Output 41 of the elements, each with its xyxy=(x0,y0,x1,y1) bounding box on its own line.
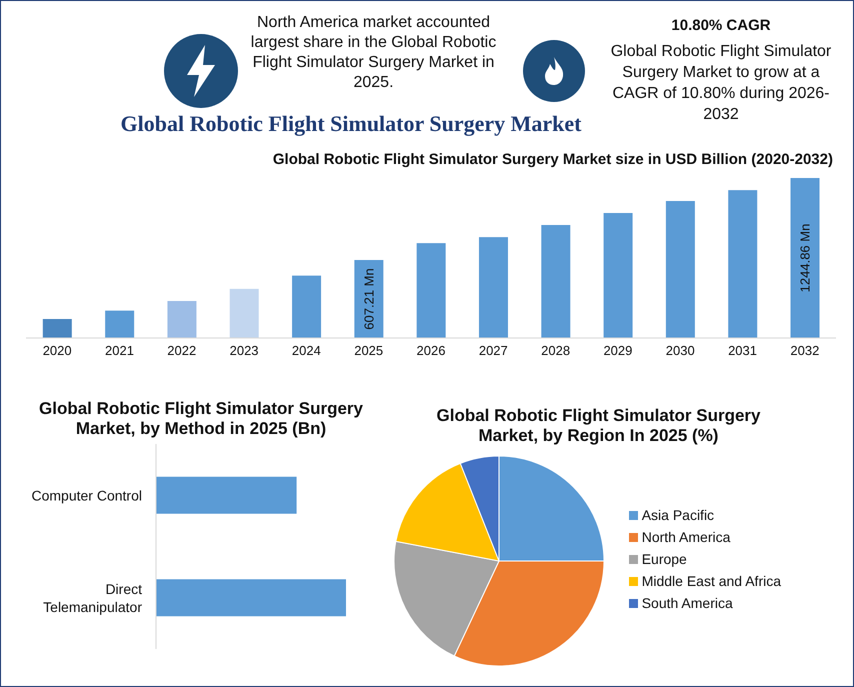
text: 10.80% CAGR xyxy=(670,17,772,34)
x-tick-label: 2026 xyxy=(416,343,446,358)
y-tick-label: Computer Control xyxy=(32,487,142,504)
legend-label: Middle East and Africa xyxy=(642,572,781,588)
bar xyxy=(604,212,633,338)
chart-title: Global Robotic Flight Simulator Surgery Market size in USD Billion (2020-2032) xyxy=(272,151,834,168)
legend-label: Europe xyxy=(642,550,687,566)
x-tick-label: 2028 xyxy=(541,343,570,358)
bar xyxy=(42,318,72,338)
bar xyxy=(666,200,695,338)
x-tick-label: 2032 xyxy=(790,343,820,358)
legend-label: South America xyxy=(642,594,733,610)
text: Global Robotic Flight Simulator Surgery Market xyxy=(120,111,582,137)
text: North America market accounted largest share in the Global Robotic Flight Simulator Surgery Market in 2025. xyxy=(250,13,498,93)
bar xyxy=(230,288,259,338)
bar xyxy=(790,178,820,338)
legend-label: Asia Pacific xyxy=(642,506,714,522)
x-tick-label: 2020 xyxy=(42,343,72,358)
x-tick-label: 2024 xyxy=(292,343,321,358)
data-label: 607.21 Mn xyxy=(361,268,376,330)
bar xyxy=(105,310,134,338)
x-tick-label: 2031 xyxy=(728,343,757,358)
x-tick-label: 2027 xyxy=(478,343,508,358)
x-tick-label: 2021 xyxy=(105,343,134,358)
x-tick-label: 2030 xyxy=(666,343,695,358)
x-tick-label: 2022 xyxy=(167,343,196,358)
bar xyxy=(292,276,322,338)
bar xyxy=(728,190,758,338)
legend-label: North America xyxy=(642,528,730,544)
bar xyxy=(167,300,196,338)
text: Global Robotic Flight Simulator Surgery Market to grow at a CAGR of 10.80% during 2026-2032 xyxy=(610,42,832,125)
data-label: 1244.86 Mn xyxy=(798,224,813,292)
x-tick-label: 2029 xyxy=(603,343,632,358)
y-tick-label: Direct Telemanipulator xyxy=(43,580,142,615)
chart-title: Global Robotic Flight Simulator Surgery Market, by Region In 2025 (%) xyxy=(436,406,762,446)
bar xyxy=(478,237,508,338)
x-tick-label: 2025 xyxy=(354,343,384,358)
chart-title: Global Robotic Flight Simulator Surgery Market, by Method in 2025 (Bn) xyxy=(38,399,364,439)
bar xyxy=(416,243,446,338)
x-tick-label: 2023 xyxy=(230,343,259,358)
bar xyxy=(541,225,570,338)
